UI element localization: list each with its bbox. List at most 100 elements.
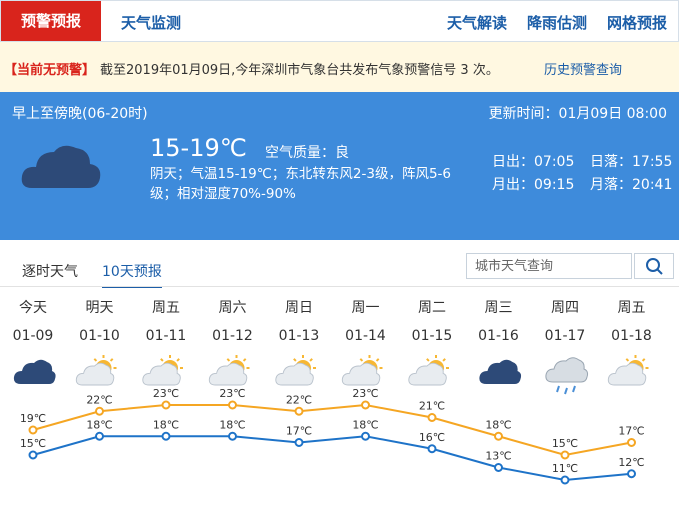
date: 01-14: [345, 328, 386, 344]
nav-link[interactable]: 降雨估测: [527, 14, 588, 32]
temperature-point: [161, 431, 171, 441]
weekday: 今天: [19, 300, 47, 316]
nav-tab[interactable]: 天气监测: [121, 14, 182, 32]
rain-drop: [556, 385, 560, 393]
temperature-point: [560, 450, 570, 460]
search-button[interactable]: [634, 253, 674, 279]
sun-ray: [226, 358, 231, 362]
cloud: [408, 362, 447, 386]
weekday: 周三: [485, 300, 513, 316]
temperature-label: 23℃: [153, 387, 179, 400]
temperature-label: 12℃: [618, 456, 644, 469]
alert-bar: 【当前无预警】 截至2019年01月09日,今年深圳市气象台共发布气象预警信号 …: [0, 42, 679, 92]
cloud: [13, 359, 56, 384]
sunset: 日落：17:55: [590, 154, 673, 170]
sun-ray: [160, 358, 164, 362]
temperature-label: 15℃: [20, 437, 46, 450]
temperature-point: [361, 400, 370, 410]
sun-ray: [109, 358, 114, 362]
temperature-point: [627, 469, 636, 479]
temperature-point: [228, 431, 237, 441]
cloud: [341, 362, 381, 386]
temperature-point: [560, 475, 570, 485]
weekday: 周五: [152, 300, 180, 316]
temperature-point: [494, 463, 503, 472]
weekday: 周日: [285, 300, 313, 316]
updated-time: 更新时间：01月09日 08:00: [488, 106, 667, 122]
weekday: 周六: [219, 300, 247, 316]
nav-link[interactable]: 天气解读: [447, 14, 508, 32]
date: 01-17: [545, 328, 586, 344]
search-icon: [646, 258, 663, 275]
temperature-point: [361, 431, 370, 441]
temperature-label: 18℃: [219, 418, 245, 431]
weather-icon: [208, 355, 250, 386]
temperature-point: [28, 450, 38, 460]
nav-bar: 预警预报 天气监测 天气解读 降雨估测 网格预报: [0, 0, 679, 42]
weather-icon: [75, 355, 117, 386]
date: 01-10: [79, 328, 120, 344]
weekday: 明天: [86, 300, 114, 316]
temperature-point: [95, 431, 104, 441]
sun-ray: [426, 358, 430, 362]
weather-icon: [607, 355, 649, 386]
sun-ray: [293, 358, 297, 362]
weather-icon: [275, 355, 316, 386]
weather-icon: [545, 357, 589, 395]
search-input[interactable]: 城市天气查询: [466, 253, 632, 279]
cloud: [545, 357, 589, 383]
alert-link[interactable]: 历史预警查询: [544, 63, 623, 78]
weather-icon: [408, 355, 449, 386]
air-quality: 空气质量：良: [265, 145, 349, 161]
temperature-label: 15℃: [552, 437, 578, 450]
temperature-label: 17℃: [618, 425, 644, 438]
sun-ray: [93, 358, 98, 362]
temperature-point: [427, 444, 437, 454]
period: 早上至傍晚(06-20时): [12, 106, 148, 122]
date: 01-16: [478, 328, 519, 344]
date: 01-09: [13, 328, 54, 344]
sunrise: 日出：07:05: [492, 154, 575, 170]
moonset: 月落：20:41: [590, 177, 673, 193]
forecast-tab-active[interactable]: 10天预报: [102, 261, 162, 288]
temperature-label: 11℃: [552, 462, 578, 475]
temperature-label: 18℃: [352, 418, 378, 431]
temperature-label: 16℃: [419, 431, 445, 444]
temperature-label: 21℃: [419, 400, 445, 413]
current-panel: 早上至傍晚(06-20时) 更新时间：01月09日 08:00 15-19℃ 空…: [0, 92, 679, 240]
temperature-point: [294, 406, 304, 416]
sun-ray: [375, 358, 380, 362]
nav-link[interactable]: 网格预报: [607, 14, 668, 32]
nav-tab-active[interactable]: 预警预报: [1, 1, 101, 41]
temperature-label: 23℃: [352, 387, 378, 400]
temperature-point: [95, 406, 104, 416]
weather-icon: [341, 355, 383, 386]
temperature-label: 18℃: [153, 418, 179, 431]
temperature-label: 18℃: [86, 418, 112, 431]
sun-ray: [176, 358, 180, 362]
moonrise: 月出：09:15: [492, 177, 575, 193]
alert-status: 【当前无预警】: [4, 63, 96, 78]
current-icon: [21, 145, 101, 188]
date: 01-12: [212, 328, 253, 344]
temperature-point: [427, 413, 437, 422]
rain-drop: [572, 385, 576, 393]
rain-drop: [564, 387, 568, 395]
date: 01-15: [412, 328, 453, 344]
temperature-label: 13℃: [485, 450, 511, 463]
weekday: 周二: [418, 300, 446, 316]
temperature-label: 18℃: [485, 418, 511, 431]
description: 阴天；气温15-19℃；东北转东风2-3级，阵风5-6级；相对湿度70%-90%: [150, 166, 451, 202]
cloud: [479, 359, 522, 384]
divider: [0, 286, 679, 287]
weekday: 周一: [352, 300, 380, 316]
temperature-point: [627, 438, 636, 447]
temperature-point: [28, 425, 38, 435]
forecast-tab[interactable]: 逐时天气: [22, 264, 78, 280]
date: 01-11: [146, 328, 187, 344]
forecast-chart: 今天 01-09 明天 01-10 周五 01-11 周六 01-12 周日 01-13 周一 01-…: [13, 300, 652, 485]
temperature-line: [32, 435, 632, 482]
temperature-label: 22℃: [86, 393, 112, 406]
cloud: [21, 145, 101, 188]
